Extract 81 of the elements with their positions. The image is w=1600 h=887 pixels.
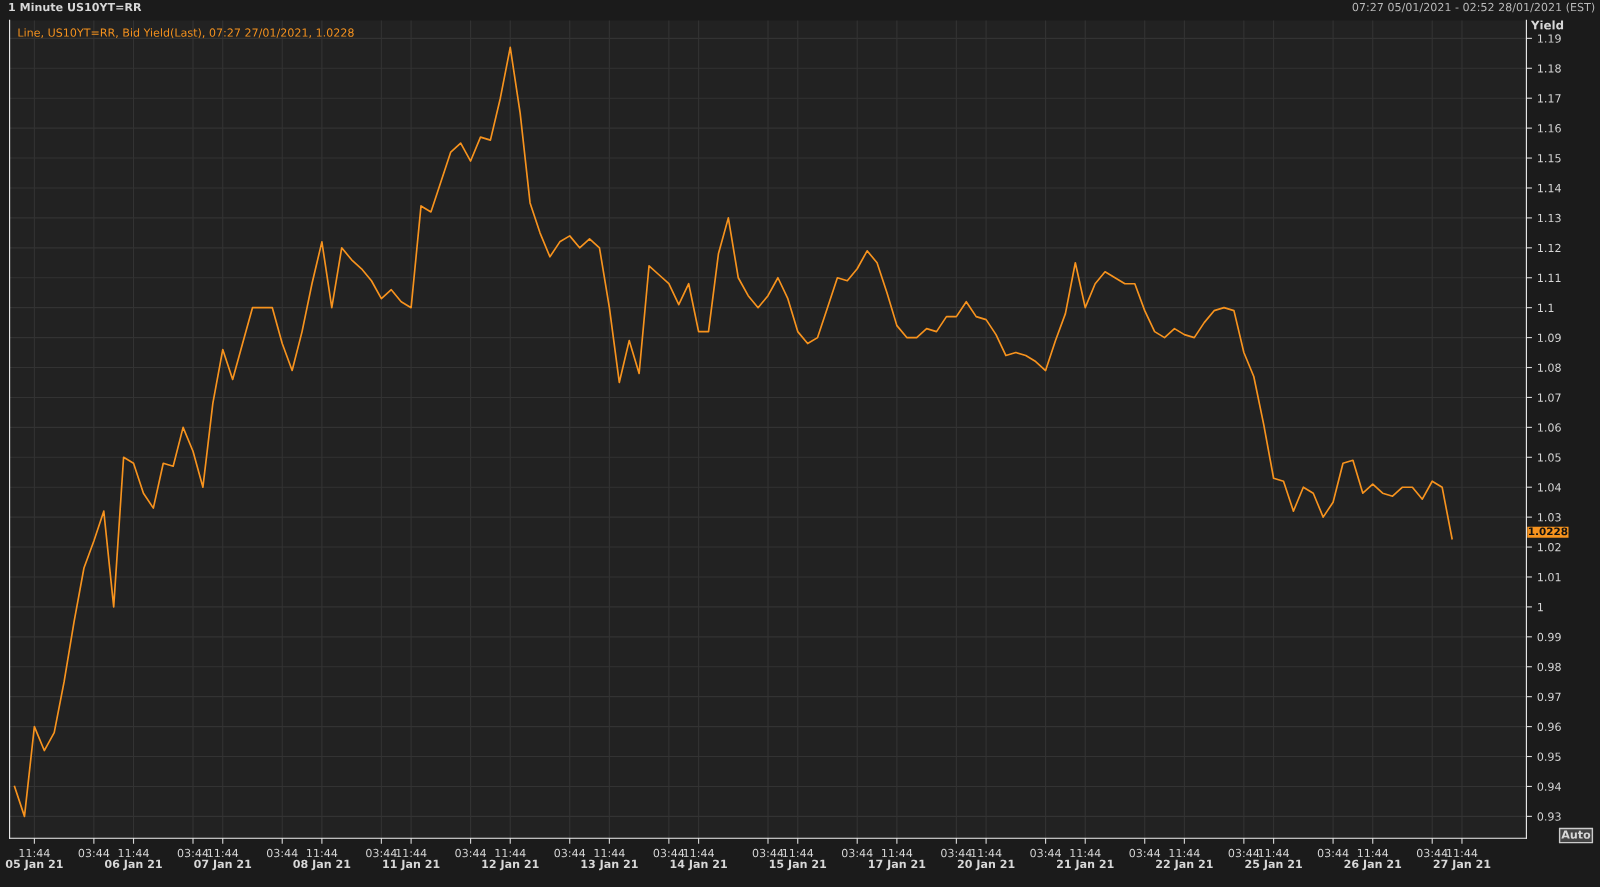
y-tick-label: 1.04 (1538, 483, 1561, 492)
x-tick-label: 11:44 (882, 848, 913, 858)
text: 05 Jan 21 (5, 859, 63, 871)
y-tick-label: 1.19 (1538, 34, 1561, 43)
text: 11 Jan 21 (383, 859, 440, 871)
chart-subtitle: 07:27 05/01/2021 - 02:52 28/01/2021 (EST) (1352, 2, 1595, 13)
y-tick-label: 1.1 (1538, 303, 1554, 312)
y-tick-label: 0.96 (1537, 722, 1561, 731)
text: 21 Jan 21 (1057, 859, 1114, 871)
y-tick-label: 1.03 (1538, 513, 1561, 522)
y-tick-label: 1.18 (1538, 64, 1561, 73)
y-tick-label: 1 (1538, 603, 1543, 612)
y-tick-label: 1.14 (1538, 184, 1561, 193)
x-tick-label: 11:44 (1169, 848, 1200, 858)
text: 25 Jan 21 (1245, 859, 1302, 871)
text: 12 Jan 21 (482, 859, 539, 871)
text: Line, US10YT=RR, Bid Yield(Last), 07:27 27/01/2021, 1.0228 (18, 28, 354, 39)
x-tick-label: 03:44 (554, 848, 586, 858)
x-tick-label: 03:44 (177, 848, 209, 858)
chart-title: 1 Minute US10YT=RR (9, 2, 142, 12)
x-tick-label: 11:44 (495, 848, 526, 858)
text: Auto (1561, 830, 1591, 839)
x-tick-label: 03:44 (653, 848, 685, 858)
y-axis-title: Yield (1530, 20, 1564, 30)
y-tick-label: 0.97 (1537, 692, 1561, 702)
x-tick-label: 03:44 (841, 848, 873, 858)
text: 07 Jan 21 (194, 859, 252, 871)
x-tick-label: 11:44 (396, 848, 427, 858)
x-tick-label: 11:44 (782, 848, 814, 858)
y-tick-label: 1.17 (1538, 94, 1561, 103)
x-tick-label: 03:44 (366, 848, 397, 858)
x-tick-label: 03:44 (455, 848, 486, 858)
y-tick-label: 1.09 (1538, 333, 1561, 342)
line-series (13, 46, 1453, 818)
x-tick-label: 11:44 (207, 848, 239, 858)
x-tick-label: 11:44 (118, 848, 149, 858)
y-tick-label: 1.05 (1538, 453, 1561, 462)
y-tick-label: 0.99 (1537, 632, 1561, 642)
text: 08 Jan 21 (293, 859, 351, 871)
y-tick-label: 1.12 (1538, 243, 1561, 253)
y-tick-label: 1.02 (1538, 543, 1561, 552)
x-tick-label: 11:44 (307, 848, 338, 858)
x-tick-label: 11:44 (971, 848, 1002, 858)
y-tick-label: 1.06 (1538, 423, 1561, 432)
x-tick-label: 03:44 (1030, 848, 1061, 858)
x-tick-label: 03:44 (752, 848, 784, 858)
text: 06 Jan 21 (104, 859, 162, 871)
x-tick-label: 03:44 (266, 848, 298, 858)
text: 1.0228 (1528, 527, 1568, 536)
y-tick-label: 0.94 (1537, 782, 1561, 791)
x-tick-label: 11:44 (19, 848, 50, 858)
text: 22 Jan 21 (1156, 859, 1213, 871)
x-tick-label: 03:44 (1317, 848, 1349, 858)
text: 13 Jan 21 (581, 859, 638, 871)
y-tick-label: 1.11 (1538, 273, 1561, 282)
text: 14 Jan 21 (670, 859, 727, 871)
x-tick-label: 11:44 (1357, 848, 1389, 858)
x-tick-label: 11:44 (683, 848, 714, 858)
text: 15 Jan 21 (769, 859, 827, 871)
y-tick-label: 1.08 (1538, 363, 1561, 372)
x-tick-label: 11:44 (1258, 848, 1289, 858)
x-tick-label: 03:44 (941, 848, 972, 858)
x-tick-label: 11:44 (1447, 848, 1478, 858)
y-tick-label: 1.16 (1538, 124, 1561, 133)
y-tick-label: 0.95 (1537, 752, 1561, 761)
x-tick-label: 11:44 (1070, 848, 1101, 858)
text: 17 Jan 21 (869, 859, 926, 871)
y-tick-label: 1.15 (1538, 154, 1561, 163)
text: 20 Jan 21 (957, 859, 1015, 871)
x-tick-label: 03:44 (78, 848, 110, 858)
y-tick-label: 0.93 (1537, 812, 1561, 821)
y-tick-label: 1.01 (1538, 572, 1561, 582)
text: 27 Jan 21 (1433, 859, 1491, 871)
x-tick-label: 03:44 (1228, 848, 1260, 858)
y-tick-label: 1.07 (1538, 393, 1561, 402)
y-tick-label: 0.98 (1537, 662, 1561, 672)
x-tick-label: 11:44 (594, 848, 625, 858)
x-tick-label: 03:44 (1416, 848, 1448, 858)
x-tick-label: 03:44 (1129, 848, 1161, 858)
text: 26 Jan 21 (1344, 859, 1402, 871)
y-tick-label: 1.13 (1538, 213, 1561, 223)
